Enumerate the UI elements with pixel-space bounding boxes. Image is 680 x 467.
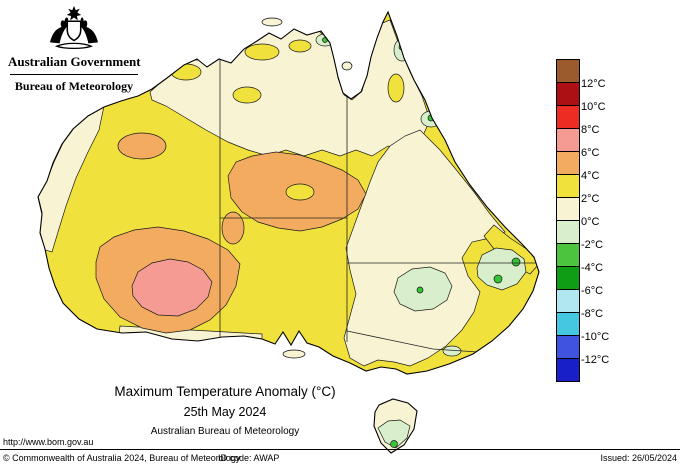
map-titles: Maximum Temperature Anomaly (°C) 25th Ma… (55, 384, 395, 437)
legend-swatch: 12°C (556, 59, 606, 90)
map-title: Maximum Temperature Anomaly (°C) (114, 384, 336, 399)
temperature-legend: 12°C 10°C 8°C 6°C 4°C 2°C 0°C -2°C -4°C … (556, 59, 609, 382)
issued-text: Issued: 26/05/2024 (600, 453, 677, 463)
legend-label: 10°C (581, 101, 606, 113)
legend-swatch (556, 358, 580, 382)
legend-swatch: -10°C (556, 312, 609, 343)
legend-label: 8°C (581, 124, 600, 136)
id-code-text: ID code: AWAP (218, 453, 280, 463)
legend-swatch: -4°C (556, 243, 603, 274)
legend-swatch: 0°C (556, 197, 599, 228)
bom-url: http://www.bom.gov.au (3, 437, 94, 447)
gov-header: Australian Government Bureau of Meteorol… (8, 4, 141, 94)
legend-label: -4°C (581, 262, 604, 274)
legend-swatch: 2°C (556, 174, 599, 205)
copyright-text: © Commonwealth of Australia 2024, Bureau… (3, 453, 241, 463)
legend-swatch: -6°C (556, 266, 603, 297)
legend-swatch: -8°C (556, 289, 603, 320)
header-divider (10, 74, 138, 75)
bureau-title: Bureau of Meteorology (14, 79, 134, 93)
coat-of-arms-icon (50, 5, 98, 50)
map-attribution: Australian Bureau of Meteorology (150, 426, 300, 437)
legend-label: 6°C (581, 147, 600, 159)
footer-bar: © Commonwealth of Australia 2024, Bureau… (0, 449, 680, 467)
legend-swatch: 4°C (556, 151, 599, 182)
legend-swatch: 8°C (556, 105, 599, 136)
legend-label: 4°C (581, 170, 600, 182)
legend-swatch: -2°C (556, 220, 603, 251)
legend-label: -10°C (581, 331, 610, 343)
legend-swatch: 10°C (556, 82, 606, 113)
legend-label: -2°C (581, 239, 604, 251)
australia-anomaly-map (37, 10, 540, 454)
legend-swatch: -12°C (556, 335, 609, 366)
legend-label: -8°C (581, 308, 604, 320)
map-date: 25th May 2024 (183, 405, 267, 419)
legend-label: 2°C (581, 193, 600, 205)
legend-label: 0°C (581, 216, 600, 228)
legend-label: 12°C (581, 78, 606, 90)
legend-label: -12°C (581, 354, 610, 366)
legend-label: -6°C (581, 285, 604, 297)
government-title: Australian Government (8, 54, 141, 69)
legend-swatch: 6°C (556, 128, 599, 159)
